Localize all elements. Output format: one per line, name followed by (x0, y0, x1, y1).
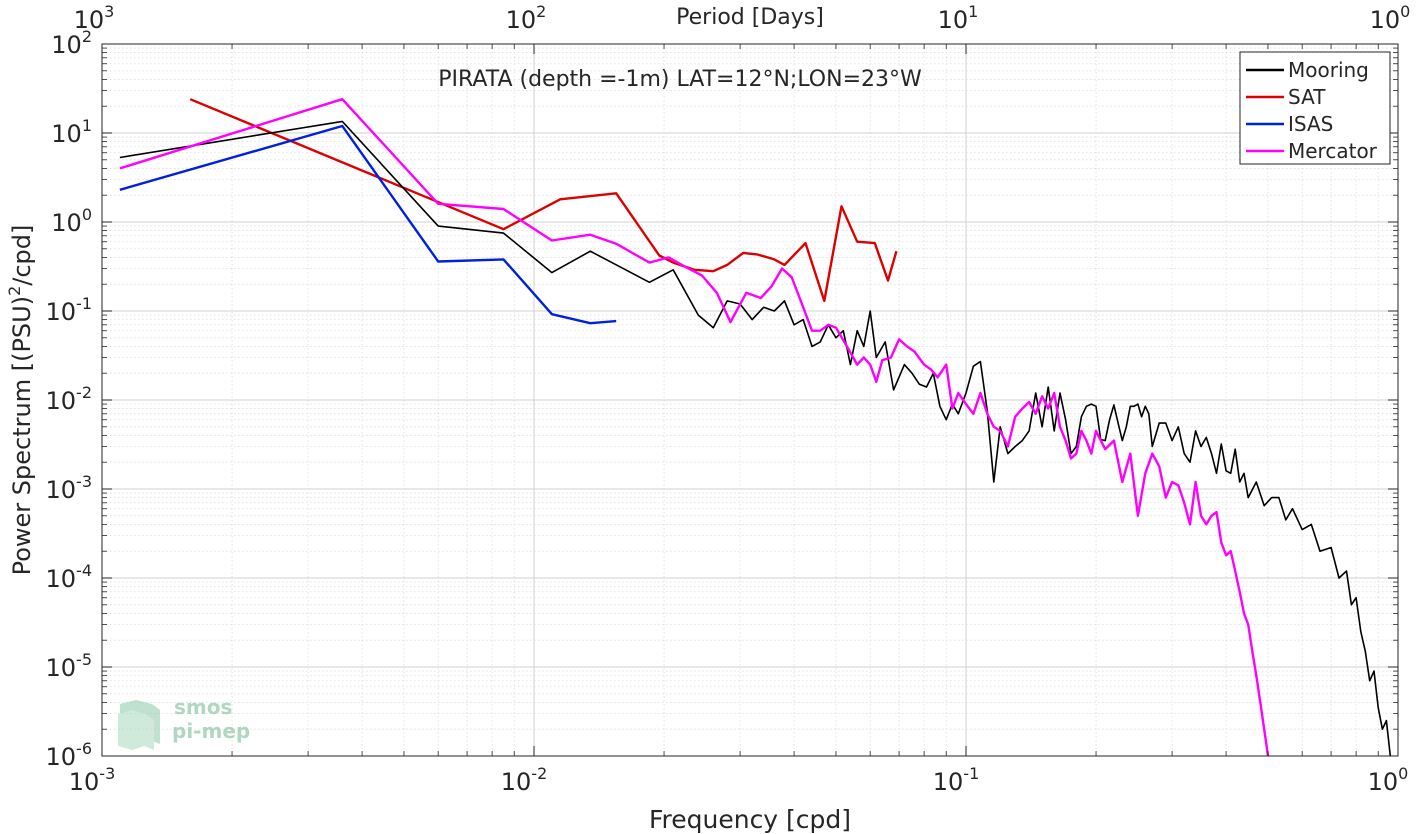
y-axis-label-main: Power Spectrum [(PSU) (8, 296, 36, 575)
y-tick-label-base: 10 (46, 565, 77, 593)
y-tick-label-base: 10 (51, 120, 82, 148)
x-tick-label-exponent: -2 (531, 764, 547, 783)
y-tick-label-exponent: -3 (76, 472, 92, 491)
y-tick-label-exponent: -4 (76, 561, 92, 580)
y-tick-label-exponent: 0 (82, 205, 92, 224)
y-tick-label: 102 (51, 27, 92, 59)
y-tick-label-base: 10 (51, 31, 82, 59)
y-tick-label: 10-3 (46, 472, 93, 504)
x-tick-label-base: 10 (501, 768, 532, 796)
y-tick-label-exponent: -2 (76, 383, 92, 402)
chart-title: PIRATA (depth =-1m) LAT=12°N;LON=23°W (438, 67, 922, 92)
series-line-mooring (119, 120, 1392, 757)
top-tick-label: 103 (74, 2, 115, 34)
x-tick-label-base: 10 (933, 768, 964, 796)
y-axis-label: Power Spectrum [(PSU)2/cpd] (5, 225, 36, 576)
y-tick-label-exponent: 2 (82, 27, 92, 46)
top-tick-label-base: 10 (506, 6, 537, 34)
y-tick-label: 101 (51, 116, 92, 148)
x-tick-label: 10-1 (933, 764, 980, 796)
y-axis-label-superscript: 2 (5, 286, 24, 296)
top-tick-label-exponent: 1 (968, 2, 978, 21)
series-layer (119, 97, 1392, 757)
y-tick-label: 10-2 (46, 383, 93, 415)
y-tick-label-base: 10 (46, 476, 77, 504)
y-tick-label-base: 10 (46, 298, 77, 326)
tick-marks (101, 43, 1399, 757)
series-line-isas (119, 124, 617, 325)
top-tick-label-exponent: 0 (1400, 2, 1410, 21)
smos-pimep-logo: smos pi-mep (118, 695, 250, 750)
y-tick-label-base: 10 (46, 387, 77, 415)
top-axis-label: Period [Days] (676, 5, 824, 30)
y-tick-label: 100 (51, 205, 92, 237)
top-tick-label-exponent: 3 (104, 2, 114, 21)
legend: Mooring SAT ISAS Mercator (1239, 51, 1391, 165)
x-tick-label-exponent: 0 (1398, 764, 1408, 783)
top-tick-label: 100 (1370, 2, 1411, 34)
y-tick-label: 10-4 (46, 561, 93, 593)
x-tick-label-exponent: -3 (99, 764, 115, 783)
x-tick-label: 10-2 (501, 764, 548, 796)
tick-labels: 10-3 10-2 10-1 10010-610-510-410-310-210-11… (46, 2, 1411, 796)
top-tick-label-exponent: 2 (536, 2, 546, 21)
y-tick-label-exponent: 1 (82, 116, 92, 135)
y-tick-label-base: 10 (46, 654, 77, 682)
x-tick-label-exponent: -1 (963, 764, 979, 783)
y-axis-label-tail: /cpd] (8, 225, 36, 286)
y-tick-label: 10-5 (46, 650, 93, 682)
logo-text-line1: smos (174, 695, 232, 719)
y-tick-label-exponent: -1 (76, 294, 92, 313)
logo-text-line2: pi-mep (172, 719, 250, 743)
x-axis-label: Frequency [cpd] (649, 805, 851, 834)
top-tick-label: 102 (506, 2, 547, 34)
logo-shape-front (118, 710, 154, 750)
legend-label-isas: ISAS (1288, 112, 1333, 136)
top-tick-label-base: 10 (938, 6, 969, 34)
top-tick-label-base: 10 (1370, 6, 1401, 34)
y-tick-label-exponent: -6 (76, 739, 92, 758)
x-tick-label: 100 (1368, 764, 1409, 796)
series-line-sat (189, 98, 898, 303)
y-tick-label: 10-1 (46, 294, 93, 326)
y-tick-label-base: 10 (46, 743, 77, 771)
top-tick-label-base: 10 (74, 6, 105, 34)
y-tick-label-base: 10 (51, 209, 82, 237)
legend-label-mercator: Mercator (1288, 139, 1378, 163)
legend-label-sat: SAT (1288, 85, 1326, 109)
y-tick-label: 10-6 (46, 739, 93, 771)
legend-label-mooring: Mooring (1288, 58, 1369, 82)
x-tick-label-base: 10 (1368, 768, 1399, 796)
x-tick-label-base: 10 (69, 768, 100, 796)
top-tick-label: 101 (938, 2, 979, 34)
series-line-mercator (119, 97, 1270, 757)
minor-grid (102, 44, 1398, 756)
y-tick-label-exponent: -5 (76, 650, 92, 669)
x-tick-label: 10-3 (69, 764, 116, 796)
